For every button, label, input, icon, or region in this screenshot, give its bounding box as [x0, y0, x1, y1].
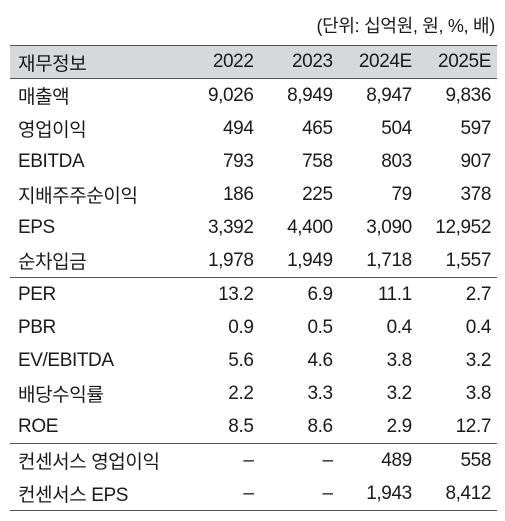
table-row-consensus-op: 컨센서스 영업이익 – – 489 558 — [10, 443, 497, 477]
row-value: 494 — [222, 117, 254, 139]
row-value: 597 — [460, 117, 491, 139]
row-value: 186 — [222, 183, 254, 205]
row-label: 순차입금 — [18, 252, 87, 273]
row-value: 378 — [460, 183, 491, 205]
row-value: 2.9 — [386, 415, 413, 437]
row-label: PBR — [18, 316, 56, 338]
row-label: PER — [10, 277, 181, 311]
table-row-ebitda: EBITDA 793 758 803 907 — [10, 145, 497, 178]
row-label: 배당수익률 — [18, 385, 104, 406]
row-value: 0.5 — [307, 316, 333, 338]
table-row-operating-profit: 영업이익 494 465 504 597 — [10, 112, 497, 145]
row-value: 8,949 — [287, 84, 333, 106]
table-row-dividend-yield: 배당수익률 2.2 3.3 3.2 3.8 — [10, 377, 497, 410]
row-label: EPS — [18, 216, 55, 238]
header-row: 재무정보 2022 2023 2024E 2025E — [10, 45, 497, 79]
table-row-net-income: 지배주주순이익 186 225 79 378 — [10, 178, 497, 211]
row-value: 3.3 — [307, 382, 333, 404]
row-value: 758 — [302, 150, 333, 172]
row-label: EBITDA — [18, 150, 85, 172]
row-value: 504 — [381, 117, 412, 139]
row-value: 3,090 — [366, 216, 412, 238]
row-value: 13.2 — [180, 277, 260, 311]
row-value: – — [180, 477, 260, 511]
row-value: – — [259, 477, 339, 511]
row-value: 3,392 — [207, 216, 254, 238]
table-row-pbr: PBR 0.9 0.5 0.4 0.4 — [10, 311, 497, 344]
row-value: 1,557 — [445, 249, 491, 271]
row-value: 0.4 — [465, 316, 492, 338]
table-row-revenue: 매출액 9,026 8,949 8,947 9,836 — [10, 79, 497, 113]
row-value: 225 — [302, 183, 333, 205]
row-value: 4,400 — [287, 216, 333, 238]
row-value: 9,026 — [207, 84, 254, 106]
row-value: 5.6 — [228, 349, 254, 371]
row-value: 1,943 — [338, 477, 418, 511]
row-value: 8,412 — [417, 477, 497, 511]
row-label: 컨센서스 영업이익 — [10, 443, 181, 477]
table-row-eps: EPS 3,392 4,400 3,090 12,952 — [10, 211, 497, 244]
table-row-net-debt: 순차입금 1,978 1,949 1,718 1,557 — [10, 244, 497, 278]
row-value: 558 — [417, 443, 497, 477]
row-value: 79 — [391, 183, 412, 205]
row-value: 3.8 — [465, 382, 492, 404]
header-year: 2023 — [259, 45, 339, 79]
header-label: 재무정보 — [10, 45, 181, 79]
row-label: 컨센서스 EPS — [10, 477, 181, 511]
table-row-per: PER 13.2 6.9 11.1 2.7 — [10, 277, 497, 311]
row-value: 8,947 — [366, 84, 412, 106]
header-year: 2024E — [338, 45, 418, 79]
row-value: 3.2 — [465, 349, 492, 371]
row-value: 803 — [381, 150, 412, 172]
header-year: 2022 — [180, 45, 260, 79]
financial-table: 재무정보 2022 2023 2024E 2025E 매출액 9,026 8,9… — [10, 45, 497, 511]
row-value: 907 — [460, 150, 491, 172]
row-value: 4.6 — [307, 349, 333, 371]
row-value: 1,978 — [207, 249, 254, 271]
row-value: 793 — [222, 150, 254, 172]
table-row-consensus-eps: 컨센서스 EPS – – 1,943 8,412 — [10, 477, 497, 511]
row-value: 489 — [338, 443, 418, 477]
row-value: 1,718 — [366, 249, 412, 271]
row-value: 0.9 — [228, 316, 254, 338]
row-label: EV/EBITDA — [18, 349, 114, 371]
unit-note: (단위: 십억원, 원, %, 배) — [316, 16, 495, 36]
row-label: 지배주주순이익 — [18, 186, 138, 207]
row-value: 9,836 — [445, 84, 491, 106]
row-value: 11.1 — [338, 277, 418, 311]
row-value: 8.5 — [228, 415, 254, 437]
row-label: 영업이익 — [18, 120, 87, 141]
row-value: 3.8 — [386, 349, 413, 371]
row-value: 3.2 — [386, 382, 413, 404]
row-label: ROE — [18, 415, 58, 437]
row-value: 0.4 — [386, 316, 413, 338]
row-value: 1,949 — [287, 249, 333, 271]
row-value: 12,952 — [435, 216, 491, 238]
table-row-roe: ROE 8.5 8.6 2.9 12.7 — [10, 410, 497, 444]
row-value: – — [180, 443, 260, 477]
header-year: 2025E — [417, 45, 497, 79]
row-value: 2.2 — [228, 382, 254, 404]
row-value: 6.9 — [259, 277, 339, 311]
row-value: 12.7 — [455, 415, 492, 437]
row-label: 매출액 — [18, 87, 70, 108]
row-value: – — [259, 443, 339, 477]
row-value: 2.7 — [417, 277, 497, 311]
row-value: 8.6 — [307, 415, 333, 437]
table-row-ev-ebitda: EV/EBITDA 5.6 4.6 3.8 3.2 — [10, 344, 497, 377]
row-value: 465 — [302, 117, 333, 139]
